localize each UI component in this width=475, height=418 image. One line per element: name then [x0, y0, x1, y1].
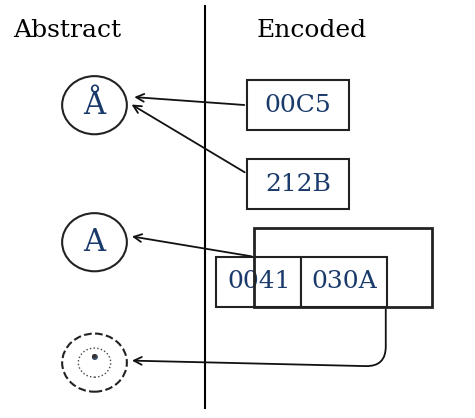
FancyBboxPatch shape [216, 257, 302, 306]
Text: 212B: 212B [265, 173, 331, 196]
Text: A: A [84, 227, 105, 258]
FancyBboxPatch shape [302, 257, 387, 306]
Text: Abstract: Abstract [13, 19, 121, 42]
Text: 0041: 0041 [227, 270, 290, 293]
Text: °: ° [90, 354, 99, 372]
FancyBboxPatch shape [247, 80, 349, 130]
FancyBboxPatch shape [247, 159, 349, 209]
FancyArrowPatch shape [134, 309, 386, 366]
Text: 00C5: 00C5 [265, 94, 331, 117]
Text: Encoded: Encoded [256, 19, 367, 42]
Text: 030A: 030A [311, 270, 377, 293]
Text: Å: Å [84, 90, 105, 121]
